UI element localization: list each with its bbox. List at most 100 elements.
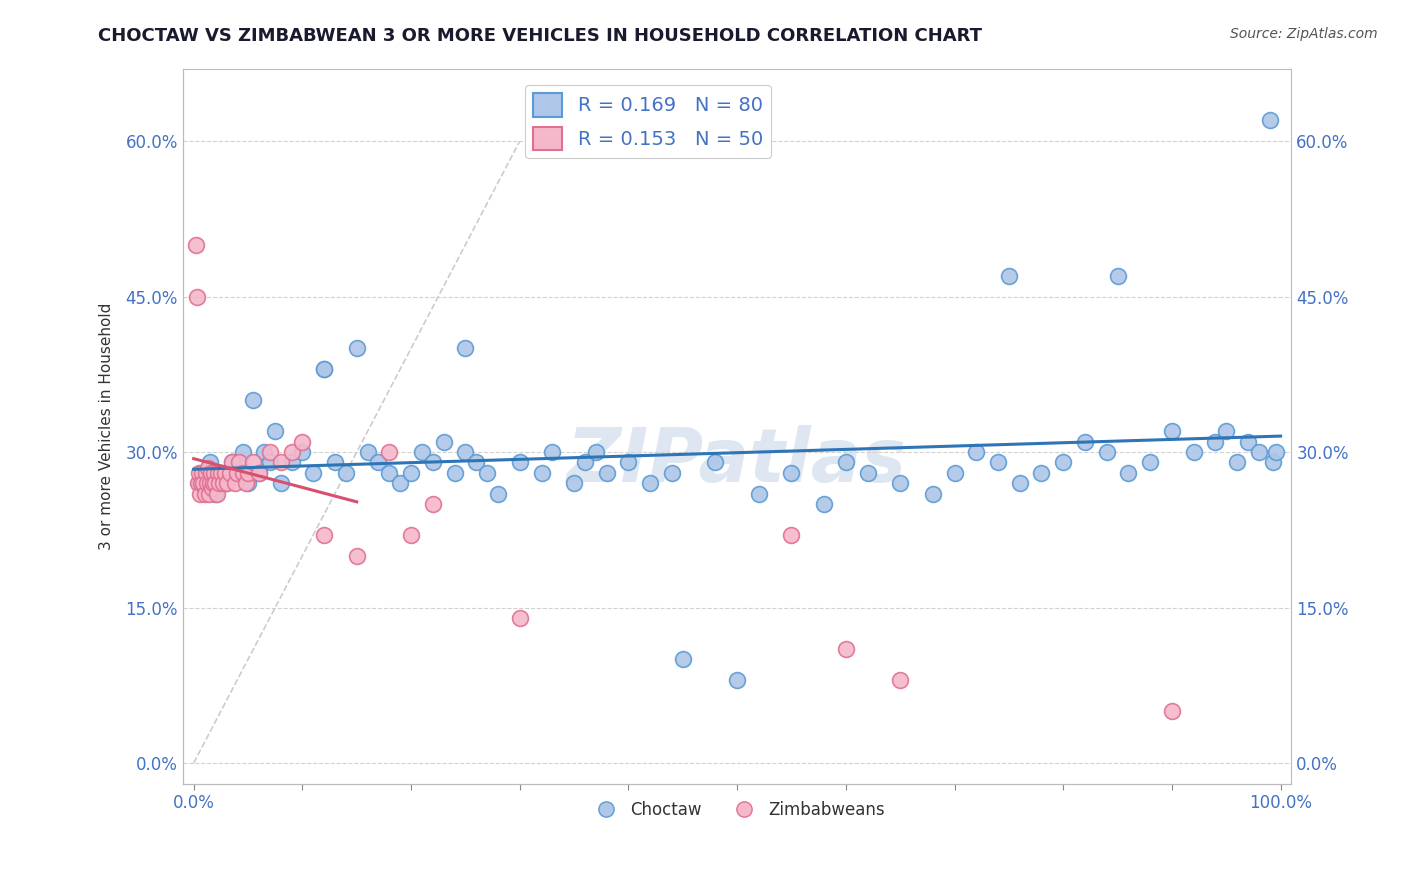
Point — [208, 476, 231, 491]
Point — [264, 425, 287, 439]
Point — [835, 642, 858, 657]
Point — [856, 466, 879, 480]
Point — [541, 445, 564, 459]
Point — [198, 455, 221, 469]
Point — [280, 445, 302, 459]
Point — [1008, 476, 1031, 491]
Point — [235, 476, 257, 491]
Point — [422, 497, 444, 511]
Point — [987, 455, 1010, 469]
Point — [204, 476, 226, 491]
Point — [314, 528, 336, 542]
Point — [247, 466, 270, 480]
Point — [198, 476, 221, 491]
Point — [314, 362, 336, 376]
Point — [346, 342, 368, 356]
Point — [617, 455, 640, 469]
Point — [212, 476, 235, 491]
Point — [242, 455, 264, 469]
Point — [218, 466, 240, 480]
Legend: Choctaw, Zimbabweans: Choctaw, Zimbabweans — [582, 794, 891, 825]
Point — [270, 455, 292, 469]
Point — [191, 466, 214, 480]
Point — [509, 611, 531, 625]
Point — [1247, 445, 1270, 459]
Point — [259, 455, 281, 469]
Point — [509, 455, 531, 469]
Point — [1107, 268, 1129, 283]
Point — [399, 528, 422, 542]
Point — [780, 466, 803, 480]
Point — [943, 466, 966, 480]
Point — [193, 476, 215, 491]
Point — [209, 466, 232, 480]
Point — [217, 476, 239, 491]
Point — [232, 445, 254, 459]
Y-axis label: 3 or more Vehicles in Household: 3 or more Vehicles in Household — [100, 302, 114, 549]
Point — [204, 486, 226, 500]
Point — [399, 466, 422, 480]
Point — [1204, 434, 1226, 449]
Point — [302, 466, 325, 480]
Point — [638, 476, 661, 491]
Point — [323, 455, 346, 469]
Point — [226, 466, 249, 480]
Point — [346, 549, 368, 563]
Point — [247, 466, 270, 480]
Point — [221, 455, 243, 469]
Point — [422, 455, 444, 469]
Point — [835, 455, 858, 469]
Point — [1031, 466, 1053, 480]
Point — [672, 652, 695, 666]
Point — [1182, 445, 1205, 459]
Point — [1215, 425, 1237, 439]
Point — [965, 445, 987, 459]
Point — [184, 237, 207, 252]
Point — [193, 486, 215, 500]
Point — [232, 466, 254, 480]
Point — [335, 466, 357, 480]
Text: Source: ZipAtlas.com: Source: ZipAtlas.com — [1230, 27, 1378, 41]
Point — [780, 528, 803, 542]
Point — [1161, 425, 1184, 439]
Point — [291, 445, 314, 459]
Point — [748, 486, 770, 500]
Text: CHOCTAW VS ZIMBABWEAN 3 OR MORE VEHICLES IN HOUSEHOLD CORRELATION CHART: CHOCTAW VS ZIMBABWEAN 3 OR MORE VEHICLES… — [98, 27, 983, 45]
Point — [378, 466, 401, 480]
Point — [1139, 455, 1161, 469]
Point — [1258, 113, 1281, 128]
Point — [202, 466, 225, 480]
Point — [725, 673, 748, 687]
Point — [259, 445, 281, 459]
Point — [226, 466, 249, 480]
Point — [1265, 445, 1288, 459]
Point — [1226, 455, 1249, 469]
Point — [1161, 704, 1184, 718]
Point — [454, 445, 477, 459]
Point — [475, 466, 498, 480]
Point — [280, 455, 302, 469]
Point — [389, 476, 412, 491]
Point — [661, 466, 683, 480]
Point — [378, 445, 401, 459]
Point — [486, 486, 509, 500]
Point — [889, 476, 911, 491]
Point — [195, 476, 218, 491]
Point — [465, 455, 488, 469]
Point — [530, 466, 553, 480]
Point — [433, 434, 456, 449]
Point — [253, 445, 276, 459]
Point — [562, 476, 585, 491]
Point — [224, 476, 246, 491]
Point — [198, 486, 221, 500]
Point — [194, 466, 217, 480]
Point — [585, 445, 607, 459]
Point — [205, 486, 228, 500]
Point — [411, 445, 433, 459]
Point — [215, 476, 238, 491]
Point — [214, 466, 236, 480]
Point — [921, 486, 943, 500]
Point — [209, 466, 232, 480]
Point — [270, 476, 292, 491]
Point — [1095, 445, 1118, 459]
